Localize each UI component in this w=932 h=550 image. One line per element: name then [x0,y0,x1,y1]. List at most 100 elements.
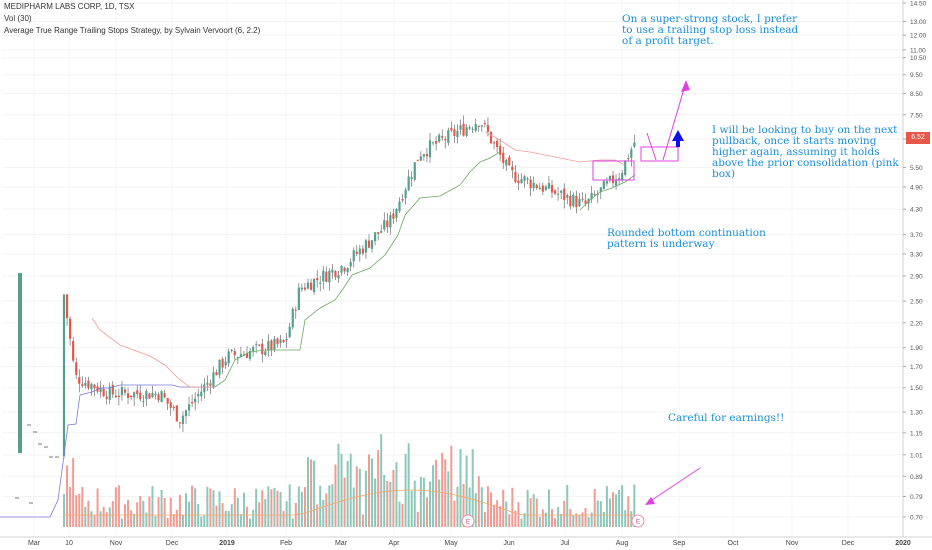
note-earnings-line-1: Careful for earnings!! [668,412,785,424]
volume-bar [246,506,248,527]
candle-body [191,401,194,404]
candle-body [184,410,188,417]
volume-bar [334,464,337,527]
y-tick-label: 1.70 [910,364,923,371]
y-tick-label: 1.01 [910,452,923,459]
candle-body [306,282,310,289]
candle-body [346,268,349,273]
candle-body [78,377,81,384]
candle-body [157,394,160,401]
note-buy-line-1: I will be looking to buy on the next [712,124,898,136]
price-axis-bg [903,0,932,550]
candle-body [611,175,615,184]
candle-body [550,184,554,193]
y-tick-label: 0.70 [910,515,923,522]
volume-bar [75,495,78,527]
volume-bar [285,501,288,527]
volume-bar [166,518,169,527]
candle-body [392,213,395,219]
volume-bar [383,474,386,527]
candle-body [72,340,75,361]
candle-body [605,181,608,184]
x-tick-label: Mar [28,540,41,547]
volume-bar [212,490,215,527]
x-tick-label: Oct [728,540,739,547]
projection-line-up [662,81,687,161]
candle-body [154,393,157,396]
candle-body [398,201,401,212]
consolidation-box [592,160,635,181]
x-tick-label: Feb [280,540,292,547]
time-axis[interactable]: Mar 10 Nov Dec 2019 Feb Mar Apr May Jun Jul Aug Sep O… [0,536,932,547]
candle-body [404,189,407,199]
x-tick-label: Aug [616,540,629,547]
candle-body [480,125,483,127]
volume-bar [505,501,508,527]
volume-bar [621,485,624,527]
y-tick-label: 3.30 [910,252,923,259]
volume-bar [560,513,563,527]
candle-body [614,180,618,186]
candle-body [557,193,560,195]
volume-bar [490,492,492,527]
volume-bar [90,511,93,527]
earnings-pointer-head [645,497,655,505]
volume-bar [441,452,444,527]
volume-bar [608,498,611,527]
x-tick-label: Mar [335,540,348,547]
volume-bar [133,513,136,527]
candle-body [599,187,602,192]
volume-bars [63,434,636,527]
note-stop-line-1: On a super-strong stock, I prefer [622,13,798,25]
candle-body [303,287,307,290]
volume-bar [416,511,419,527]
volume-bar [319,485,322,527]
volume-bar [557,507,560,527]
candle-body [578,198,581,207]
volume-bar [151,486,154,527]
x-tick-label: Dec [842,540,855,547]
candle-body [319,282,322,284]
stop-lower-line [214,151,501,388]
volume-bar [377,450,380,527]
candle-body [529,179,532,189]
x-tick-label: 2019 [219,540,235,547]
volume-bar [544,512,547,527]
chart-grid [2,0,904,537]
candle-body [407,176,410,191]
candle-body [395,209,398,219]
volume-bar [124,504,126,527]
candle-body [544,186,547,190]
y-tick-label: 13.00 [910,19,927,26]
candle-body [367,240,371,248]
candle-body [111,384,114,395]
volume-bar [483,512,486,527]
volume-bar [425,497,428,527]
volume-bar [197,503,200,527]
candle-body [245,353,249,358]
candle-body [270,340,273,350]
volume-bar [587,516,590,527]
candle-body [309,282,313,291]
note-pattern-line-2: pattern is underway [607,238,715,250]
volume-bar [66,465,69,527]
volume-bar [328,485,331,527]
volume-bar [178,494,181,527]
volume-bar [230,504,233,527]
volume-bar [108,507,111,527]
y-tick-label: 9.50 [910,72,923,79]
candle-body [267,340,270,351]
candle-body [435,141,438,144]
volume-bar [502,489,505,527]
volume-bar [465,455,468,527]
candle-body [221,358,224,368]
volume-bar [148,496,151,527]
candle-body [563,188,566,200]
volume-bar [401,503,404,527]
volume-bar [618,489,621,527]
y-tick-label: 0.89 [910,474,923,481]
candle-body [69,318,72,339]
candle-body [75,362,78,375]
